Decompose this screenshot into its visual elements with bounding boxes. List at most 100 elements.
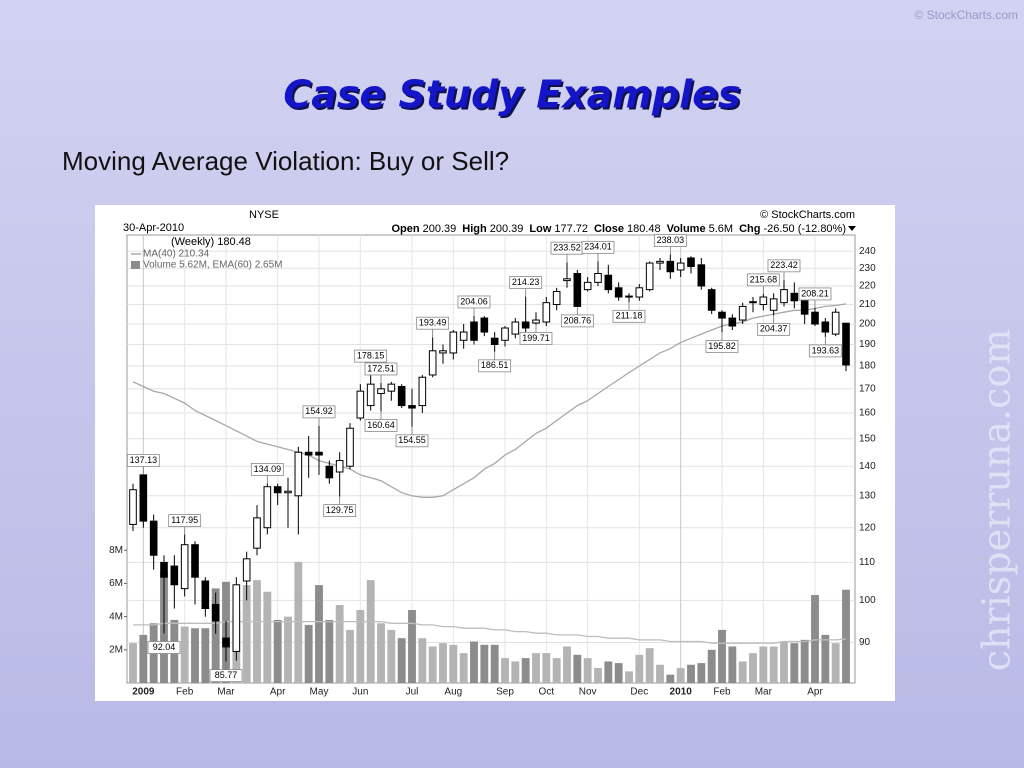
volume-bar	[759, 646, 768, 683]
volume-bar	[811, 595, 819, 683]
annotation-box	[416, 316, 450, 330]
annotation-label: 137.13	[130, 455, 158, 465]
volume-bar	[718, 629, 726, 683]
annotation-label: 178.15	[357, 351, 385, 361]
volume-bar	[790, 643, 799, 683]
annotation-box	[323, 504, 357, 517]
volume-bar	[439, 643, 447, 683]
annotation-box	[509, 276, 543, 289]
candle-body	[738, 305, 747, 321]
volume-bar	[242, 585, 251, 683]
volume-bar	[480, 644, 489, 683]
candle-body	[604, 274, 613, 291]
volume-bar	[428, 646, 437, 683]
annotation-box	[581, 240, 615, 254]
annotation-box	[395, 434, 429, 448]
stat-value: -26.50 (-12.80%)	[763, 223, 846, 235]
volume-bar	[263, 591, 272, 683]
candle-body	[687, 257, 695, 268]
candle-body	[583, 281, 592, 291]
volume-bar	[315, 585, 323, 683]
volume-bar	[666, 674, 675, 683]
volume-bar	[800, 639, 809, 683]
stat-label: Chg	[739, 223, 760, 235]
volume-bar	[356, 609, 365, 683]
y-tick-label: 230	[859, 263, 876, 274]
candle-body	[511, 321, 520, 335]
x-tick-label: 2010	[670, 687, 693, 698]
stat-label: Volume	[667, 223, 706, 235]
candle-body	[170, 565, 179, 586]
candle-body	[284, 490, 292, 494]
volume-bar	[676, 668, 685, 683]
y-tick-label: 220	[859, 281, 876, 292]
candle-body	[821, 321, 830, 333]
candle-body	[439, 350, 447, 354]
annotation-label: 92.04	[153, 642, 176, 652]
x-tick-label: Jul	[406, 687, 419, 698]
x-tick-label: Apr	[807, 687, 823, 698]
volume-bar	[449, 644, 458, 683]
x-tick-label: Apr	[270, 687, 286, 698]
candle-body	[325, 465, 334, 479]
annotation-box	[653, 234, 687, 247]
annotation-box	[612, 309, 646, 323]
y-tick-label: 130	[859, 490, 876, 501]
candle-body	[676, 262, 685, 271]
annotation-box	[147, 641, 181, 654]
candle-body	[160, 561, 168, 578]
annotation-box	[808, 344, 842, 358]
volume-bar	[625, 671, 633, 683]
y-tick-label: 100	[859, 595, 876, 606]
annotation-label: 117.95	[171, 515, 198, 525]
annotation-label: 208.21	[801, 288, 829, 298]
candle-body	[501, 327, 509, 341]
candle-body	[242, 558, 251, 582]
candle-body	[656, 260, 664, 264]
candle-body	[346, 427, 354, 467]
annotation-label: 85.77	[215, 670, 238, 680]
title: Case Study Examples	[283, 73, 740, 117]
change-arrow	[848, 226, 856, 231]
volume-bar	[635, 654, 644, 683]
volume-bar	[397, 638, 406, 683]
x-tick-label: Mar	[755, 687, 773, 698]
volume-ema-line	[133, 620, 847, 644]
y2-tick-label: 4M	[109, 611, 123, 622]
volume-bar	[366, 580, 375, 683]
candle-body	[211, 603, 220, 622]
volume-bar	[387, 629, 396, 683]
candle-body	[139, 474, 148, 522]
volume-bar	[780, 641, 788, 683]
annotation-box	[457, 295, 491, 309]
chart-symbol: NYSE	[249, 209, 279, 221]
chart-date: 30-Apr-2010	[123, 222, 184, 234]
volume-bar	[191, 628, 199, 683]
volume-bar	[470, 641, 478, 683]
candle-body	[780, 289, 788, 304]
candle-body	[418, 376, 427, 407]
y-tick-label: 110	[859, 557, 875, 568]
y-tick-label: 210	[859, 299, 876, 310]
stat-label: Close	[594, 223, 624, 235]
x-tick-label: 2009	[132, 687, 155, 698]
volume-bar	[335, 605, 344, 683]
annotation-label: 172.51	[367, 363, 395, 373]
annotation-label: 193.63	[812, 345, 840, 355]
watermark-credit: © StockCharts.com	[914, 8, 1018, 22]
y-tick-label: 140	[859, 461, 876, 472]
annotation-label: 238.03	[657, 235, 685, 245]
volume-bar	[604, 661, 613, 683]
chart-credit: © StockCharts.com	[760, 209, 855, 221]
y-tick-label: 170	[859, 383, 876, 394]
candle-body	[408, 405, 416, 409]
candle-body	[759, 296, 768, 306]
volume-bar	[459, 653, 468, 683]
volume-bar	[656, 664, 664, 683]
volume-bar	[738, 661, 747, 683]
volume-bar	[501, 658, 509, 683]
title-shadow: Case Study Examples	[285, 75, 742, 119]
volume-bar	[594, 668, 602, 683]
annotation-box	[519, 332, 553, 345]
candle-body	[552, 290, 561, 306]
